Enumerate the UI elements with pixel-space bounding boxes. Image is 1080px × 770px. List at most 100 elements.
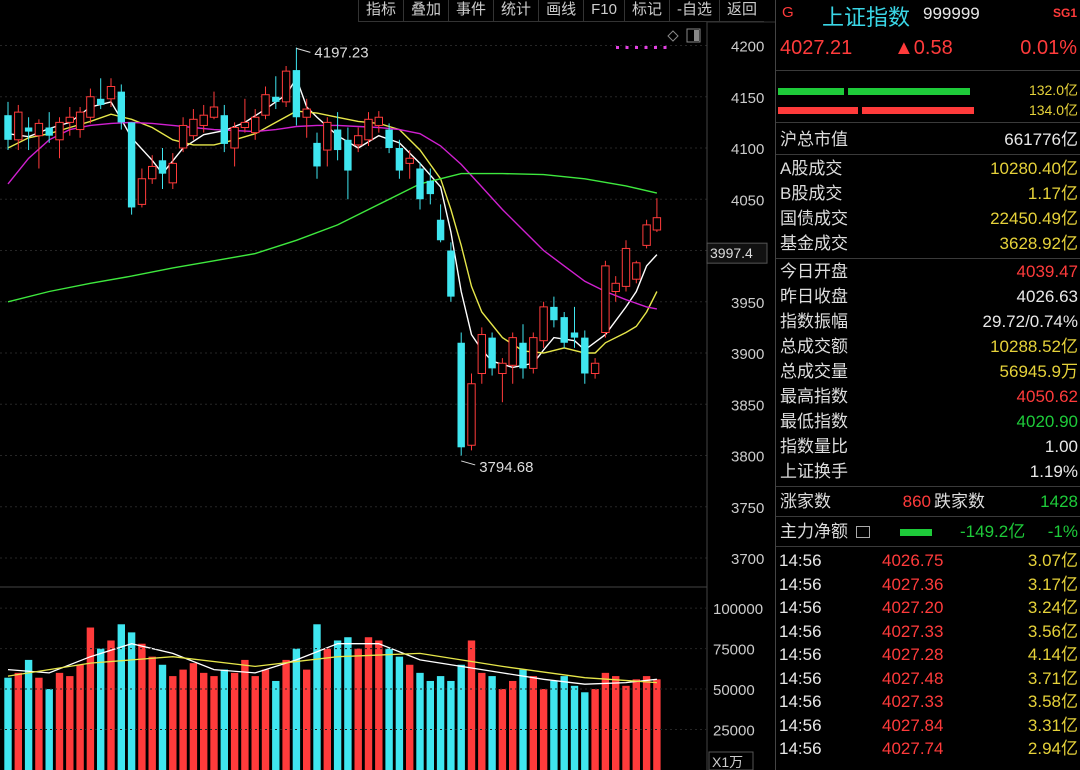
candle-body	[590, 362, 600, 374]
divider	[776, 154, 1080, 155]
stat-value: 1.17亿	[1027, 184, 1078, 203]
candle	[281, 66, 291, 107]
up-count-label: 涨家数	[780, 492, 831, 511]
trade-row: 14:56 4027.33 3.58亿	[776, 690, 1080, 714]
kline-chart[interactable]: 4200415041004050400039503900385038003750…	[0, 0, 775, 770]
candle	[632, 260, 641, 284]
stat-label: 总成交量	[780, 362, 848, 381]
candle-body	[374, 116, 384, 126]
candle-body	[292, 70, 301, 118]
divider	[776, 546, 1080, 547]
trade-row: 14:56 4027.84 3.31亿	[776, 714, 1080, 738]
candle	[354, 127, 363, 153]
low-annotation: 3794.68	[479, 459, 533, 476]
stat-low: 最低指数 4020.90	[776, 410, 1080, 434]
candle-body	[14, 111, 23, 141]
candle-body	[642, 224, 651, 246]
trade-time: 14:56	[779, 574, 822, 594]
stat-open: 今日开盘 4039.47	[776, 260, 1080, 284]
candle	[199, 104, 208, 133]
volume-bar	[251, 676, 259, 770]
candle-body	[178, 124, 188, 149]
volume-bar	[478, 672, 486, 770]
price-change: ▲0.58	[894, 37, 953, 59]
trade-row: 14:56 4027.28 4.14亿	[776, 643, 1080, 667]
candle-body	[570, 332, 579, 338]
sell-power-bar	[862, 107, 974, 114]
volume-bar	[498, 689, 507, 770]
toolbar-item-8[interactable]: 返回	[718, 0, 764, 22]
price-tick-label: 3800	[731, 449, 764, 466]
trade-time: 14:56	[779, 739, 822, 758]
trade-volume: 2.94亿	[1027, 739, 1078, 758]
candle	[220, 104, 228, 153]
candle	[292, 47, 301, 126]
candle-body	[498, 362, 507, 374]
volume-bar	[601, 672, 610, 770]
stat-exchange: 上证换手 1.19%	[776, 460, 1080, 484]
candle-body	[168, 162, 178, 184]
candle-body	[281, 70, 291, 103]
volume-ma-line	[7, 643, 657, 685]
candle	[189, 109, 198, 140]
stat-label: 指数振幅	[780, 312, 848, 331]
candle	[436, 204, 445, 243]
volume-bar	[24, 659, 33, 770]
candle	[621, 240, 631, 292]
volume-ma-line-2	[7, 652, 657, 684]
trade-price: 4027.84	[882, 715, 944, 735]
list-icon[interactable]	[856, 526, 870, 538]
toolbar-item-2[interactable]: 事件	[448, 0, 494, 22]
sg-badge[interactable]: SG1	[1052, 6, 1077, 20]
candle	[97, 78, 105, 110]
stat-label: 上证换手	[780, 462, 848, 481]
candle	[467, 373, 476, 451]
candle-body	[302, 108, 311, 118]
trade-price: 4027.48	[882, 668, 944, 688]
diamond-icon	[667, 30, 679, 42]
candle	[272, 76, 280, 110]
stat-label: 指数量比	[780, 437, 848, 456]
down-count-label: 跌家数	[934, 492, 985, 511]
candle	[529, 332, 538, 374]
volume-bar	[76, 664, 84, 770]
stat-value: 22450.49亿	[990, 209, 1078, 228]
candle-body	[65, 116, 74, 123]
toolbar-item-0[interactable]: 指标	[358, 0, 404, 22]
volume-bar	[45, 689, 53, 770]
volume-bar	[467, 640, 476, 770]
trade-row: 14:56 4027.36 3.17亿	[776, 573, 1080, 597]
group-badge[interactable]: G	[782, 4, 794, 21]
candle-body	[148, 165, 157, 180]
candle	[65, 107, 74, 136]
toolbar-item-5[interactable]: F10	[583, 0, 624, 22]
divider	[776, 516, 1080, 517]
toolbar-item-1[interactable]: 叠加	[403, 0, 449, 22]
volume-bar	[282, 659, 290, 770]
candle	[611, 276, 620, 302]
trade-volume: 3.56亿	[1027, 621, 1078, 641]
toolbar-item-4[interactable]: 画线	[538, 0, 584, 22]
volume-bar	[66, 676, 74, 770]
toolbar-item-3[interactable]: 统计	[493, 0, 539, 22]
candle-body	[127, 122, 136, 208]
toolbar-item-6[interactable]: 标记	[623, 0, 669, 22]
candle	[106, 78, 116, 107]
stat-value: 4050.62	[1016, 387, 1078, 406]
divider	[776, 122, 1080, 123]
breadth-row: 涨家数 860 跌家数 1428	[776, 490, 1080, 514]
volume-bar	[550, 680, 558, 770]
candle	[344, 127, 352, 200]
volume-bar	[344, 637, 352, 770]
candle-body	[560, 317, 568, 343]
candle	[230, 122, 239, 167]
volume-bar	[323, 648, 331, 770]
chart-toolbar: 指标 叠加 事件 统计 画线 F10 标记 -自选 返回	[358, 0, 764, 22]
candle	[302, 98, 311, 138]
indicator-dot	[654, 46, 657, 49]
toolbar-item-7[interactable]: -自选	[668, 0, 719, 22]
candle	[168, 153, 178, 189]
candle	[86, 88, 95, 124]
divider	[776, 258, 1080, 259]
stat-label: 今日开盘	[780, 262, 848, 281]
